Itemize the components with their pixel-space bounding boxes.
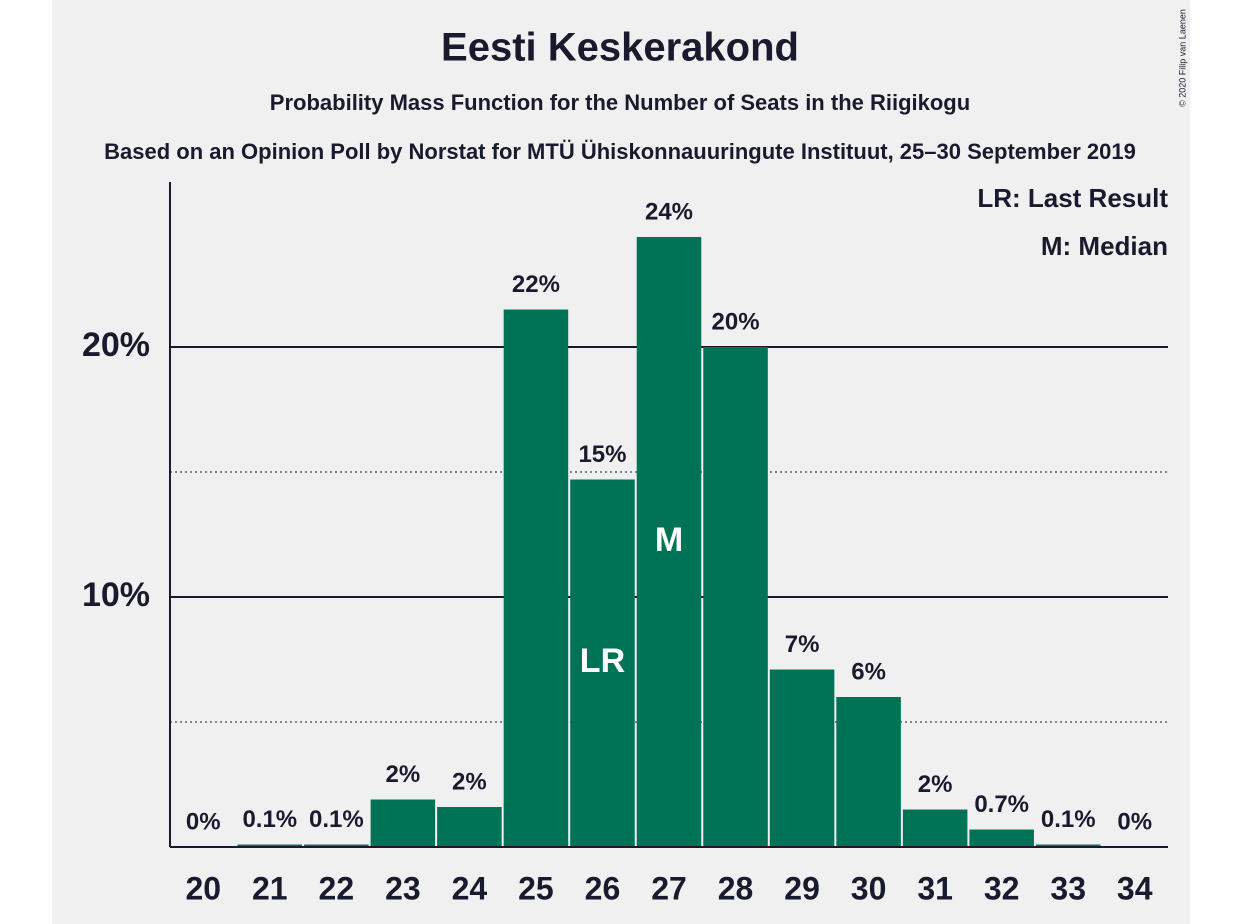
chart-title: Eesti Keskerakond [441,26,799,70]
bar-annotation: LR [580,642,625,680]
legend-text: LR: Last Result [977,183,1168,213]
bar [703,347,768,847]
bar [304,844,369,847]
x-tick-label: 30 [851,870,887,906]
y-tick-label: 10% [82,576,150,614]
x-tick-label: 34 [1117,870,1153,906]
value-label: 2% [918,771,953,798]
bar-annotation: M [655,521,683,559]
value-label: 15% [578,441,626,468]
copyright: © 2020 Filip van Laenen [1177,9,1187,107]
x-tick-label: 26 [585,870,621,906]
legend-text: M: Median [1041,231,1168,261]
x-tick-label: 23 [385,870,421,906]
value-label: 0.1% [1041,806,1096,833]
x-tick-label: 27 [651,870,687,906]
x-tick-label: 20 [185,870,221,906]
bar [769,669,835,847]
bar [503,309,569,847]
bar [636,237,702,847]
value-label: 24% [645,198,693,225]
bar [836,697,901,847]
value-label: 0.1% [309,806,364,833]
y-tick-label: 20% [82,326,150,364]
value-label: 2% [452,768,487,795]
value-label: 6% [851,658,886,685]
x-tick-label: 24 [452,870,488,906]
chart-caption: Based on an Opinion Poll by Norstat for … [104,139,1136,164]
value-label: 20% [712,308,760,335]
bar [570,479,635,847]
bar [969,829,1034,847]
x-tick-label: 21 [252,870,288,906]
x-tick-label: 32 [984,870,1020,906]
x-tick-label: 31 [917,870,953,906]
bar [437,807,502,847]
x-tick-label: 25 [518,870,554,906]
value-label: 22% [512,271,560,298]
value-label: 0.1% [242,806,297,833]
value-label: 0% [1117,808,1152,835]
bar [902,809,968,847]
value-label: 0.7% [974,791,1029,818]
x-tick-label: 22 [319,870,355,906]
x-tick-label: 29 [784,870,820,906]
value-label: 0% [186,808,221,835]
x-tick-label: 28 [718,870,754,906]
value-label: 2% [386,761,421,788]
bar [237,844,303,847]
bar [370,799,436,847]
x-tick-label: 33 [1050,870,1086,906]
chart-subtitle: Probability Mass Function for the Number… [270,90,970,115]
bar [1035,844,1101,847]
value-label: 7% [785,631,820,658]
